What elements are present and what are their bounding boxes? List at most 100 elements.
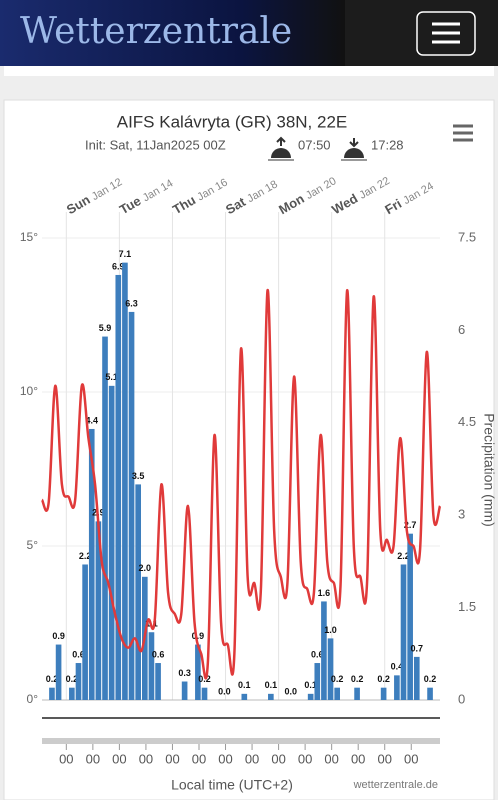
menu-button[interactable]	[416, 11, 476, 56]
bar-label: 0.6	[72, 649, 85, 659]
x-tick-label: 00	[324, 751, 338, 766]
precip-bar	[394, 675, 400, 700]
bar-label: 0.4	[391, 662, 404, 672]
x-tick-label: 00	[271, 751, 285, 766]
precip-bar	[314, 663, 321, 700]
y-tick-label: 10°	[20, 384, 38, 398]
y-tick-label: 0°	[27, 692, 39, 706]
precip-bar	[334, 687, 340, 700]
bar-label: 2.7	[404, 520, 417, 530]
bar-label: 0.9	[192, 631, 205, 641]
logo-bg	[0, 0, 345, 66]
precip-bar	[128, 311, 135, 700]
y-tick-label: 5°	[27, 538, 39, 552]
logo: Wetterzentrale	[20, 11, 292, 52]
bar-label: 0.6	[152, 649, 165, 659]
x-tick-label: 00	[59, 751, 73, 766]
chart-menu[interactable]	[453, 124, 473, 142]
x-tick-label: 00	[112, 751, 126, 766]
bar-label: 4.4	[85, 415, 98, 425]
precip-bar	[321, 601, 327, 700]
temperature-line	[40, 289, 442, 680]
precip-bar	[380, 687, 387, 700]
bar-label: 0.0	[218, 686, 231, 696]
bar-label: 0.2	[198, 674, 211, 684]
y2-tick-label: 3	[458, 507, 465, 522]
precip-bar	[69, 687, 75, 700]
sunrise-time: 07:50	[298, 137, 331, 152]
bar-label: 0.1	[238, 680, 251, 690]
x-tick-label: 00	[86, 751, 100, 766]
precip-bar	[95, 521, 102, 700]
menu-icon	[432, 22, 460, 44]
precip-bar	[268, 693, 274, 700]
precip-bar	[115, 274, 122, 700]
precip-bar	[407, 533, 413, 700]
precip-bar	[327, 638, 334, 700]
precip-bar	[413, 656, 420, 700]
y-tick-label: 15°	[20, 230, 38, 244]
x-tick-label: 00	[165, 751, 179, 766]
bar-label: 1.6	[318, 588, 331, 598]
bar-label: 0.2	[331, 674, 344, 684]
sunrise-icon	[268, 136, 294, 161]
bar-label: 0.2	[46, 674, 59, 684]
sunset-time: 17:28	[371, 137, 404, 152]
x-tick-label: 00	[404, 751, 418, 766]
precip-bar	[181, 681, 188, 700]
y2-axis-label: Precipitation (mm)	[481, 413, 497, 527]
bar-label: 6.3	[125, 298, 138, 308]
precip-bar	[241, 693, 248, 700]
precip-bar	[400, 564, 407, 700]
precip-bar	[102, 336, 108, 700]
precip-bar	[122, 262, 128, 700]
precip-bar	[88, 428, 95, 700]
bar-label: 0.2	[66, 674, 79, 684]
precip-bar	[201, 687, 208, 700]
bar-label: 0.3	[178, 668, 191, 678]
precip-bar	[108, 385, 115, 700]
precip-bar	[195, 644, 201, 700]
bar-label: 6.9	[112, 261, 125, 271]
x-tick-label: 00	[377, 751, 391, 766]
precip-bar	[49, 687, 55, 700]
sunset-icon	[341, 138, 367, 161]
bar-label: 2.2	[397, 551, 410, 561]
x-tick-label: 00	[245, 751, 259, 766]
bar-label: 0.2	[351, 674, 364, 684]
x-tick-label: 00	[218, 751, 232, 766]
bar-label: 3.5	[132, 471, 145, 481]
precip-bar	[135, 484, 141, 700]
precip-bar	[155, 663, 161, 700]
bar-label: 1.0	[324, 625, 337, 635]
bar-label: 7.1	[119, 249, 132, 259]
precip-bar	[75, 663, 82, 700]
y2-tick-label: 0	[458, 691, 465, 706]
bar-label: 2.0	[139, 563, 152, 573]
bar-label: 0.2	[377, 674, 390, 684]
bar-label: 5.9	[99, 323, 112, 333]
top-card	[4, 66, 494, 76]
bar-label: 0.2	[424, 674, 437, 684]
bar-label: 0.1	[304, 680, 317, 690]
precip-bar	[354, 687, 360, 700]
bar-label: 0.9	[52, 631, 65, 641]
x-tick-label: 00	[192, 751, 206, 766]
wind-band	[42, 738, 440, 744]
y2-tick-label: 1.5	[458, 599, 476, 614]
x-axis-label: Local time (UTC+2)	[171, 777, 293, 793]
bar-label: 5.1	[105, 372, 118, 382]
precip-bar	[82, 564, 88, 700]
subtitle: Init: Sat, 11Jan2025 00Z	[85, 137, 226, 152]
chart-title: AIFS Kalávryta (GR) 38N, 22E	[117, 112, 348, 131]
x-tick-label: 00	[351, 751, 365, 766]
precip-bar	[427, 687, 433, 700]
bar-label: 0.6	[311, 649, 324, 659]
bar-label: 0.1	[265, 680, 278, 690]
y2-tick-label: 6	[458, 322, 465, 337]
credit: wetterzentrale.de	[353, 779, 438, 791]
precip-bar	[307, 693, 314, 700]
bar-label: 0.7	[411, 643, 424, 653]
